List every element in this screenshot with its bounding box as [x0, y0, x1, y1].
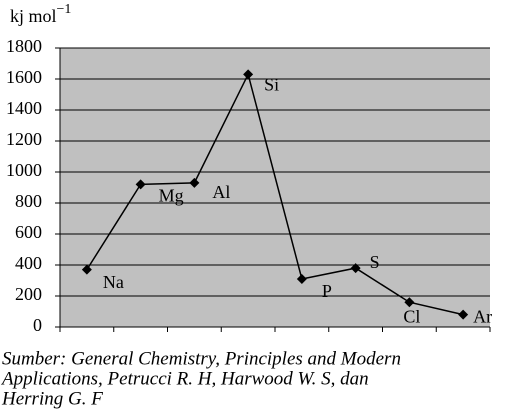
marker [404, 297, 415, 308]
y-tick-label: 1600 [6, 67, 42, 87]
point-label: Na [103, 272, 124, 292]
point-label: Mg [159, 186, 184, 206]
point-label: Al [212, 182, 230, 202]
caption-line: Herring G. F [1, 388, 103, 409]
marker [458, 309, 469, 320]
data-line [86, 72, 464, 316]
marker [135, 179, 146, 190]
y-tick-label: 1800 [6, 36, 42, 56]
y-axis-label-text: kj mol [10, 6, 57, 26]
y-tick-label: 1400 [6, 98, 42, 118]
y-tick-label: 600 [15, 222, 42, 242]
point-label: P [322, 281, 332, 301]
plot-area [60, 48, 490, 327]
marker [81, 264, 92, 275]
y-axis-label: kj mol−1 [10, 2, 71, 26]
point-label: Si [264, 74, 279, 94]
point-label: Cl [403, 306, 420, 326]
y-tick-label: 400 [15, 253, 42, 273]
y-tick-label: 200 [15, 284, 42, 304]
marker [296, 273, 307, 284]
y-tick-label: 0 [33, 315, 42, 335]
caption-line: Sumber: General Chemistry, Principles an… [2, 348, 401, 369]
marker [189, 177, 200, 188]
y-axis-label-superscript: −1 [57, 2, 72, 17]
marker [243, 69, 254, 80]
point-label: S [370, 252, 380, 272]
y-tick-label: 1000 [6, 160, 42, 180]
point-label: Ar [473, 307, 492, 327]
marker [350, 263, 361, 274]
caption-line: Applications, Petrucci R. H, Harwood W. … [0, 368, 369, 389]
y-tick-label: 800 [15, 191, 42, 211]
y-tick-label: 1200 [6, 129, 42, 149]
